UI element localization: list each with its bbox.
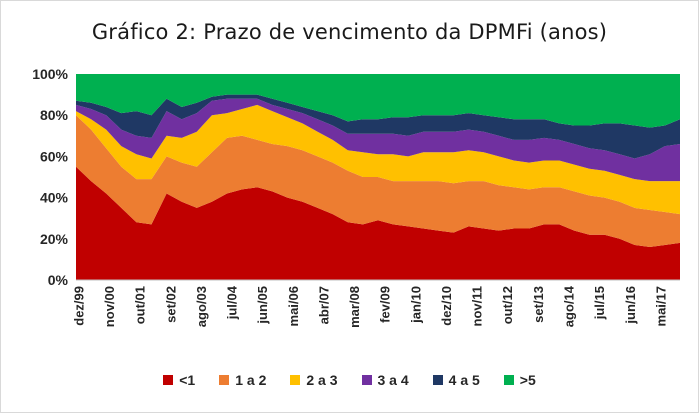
legend-label: 4 a 5 <box>448 372 480 388</box>
legend-swatch <box>432 375 443 385</box>
legend-item-3: 3 a 4 <box>361 372 409 388</box>
legend-swatch <box>361 375 372 385</box>
area-series-0 <box>76 166 680 280</box>
chart-title: Gráfico 2: Prazo de vencimento da DPMFi … <box>91 20 608 44</box>
x-tick-label: jan/10 <box>408 286 423 324</box>
area-series-4 <box>76 94 680 159</box>
legend-item-1: 1 a 2 <box>219 372 266 388</box>
x-tick-label: out/12 <box>500 286 515 324</box>
legend-label: 3 a 4 <box>377 372 409 388</box>
x-tick-label: set/13 <box>531 286 546 323</box>
series-areas <box>76 74 680 280</box>
x-tick-label: set/02 <box>163 286 178 323</box>
x-tick-label: fev/09 <box>378 286 393 323</box>
legend-label: 1 a 2 <box>235 372 267 388</box>
area-series-1 <box>76 115 680 247</box>
x-tick-label: nov/00 <box>102 286 117 327</box>
x-tick-label: jun/16 <box>623 286 638 325</box>
legend-label: <1 <box>179 372 196 388</box>
x-tick-label: mai/06 <box>286 286 301 326</box>
x-tick-label: ago/14 <box>562 285 577 327</box>
legend-item-5: >5 <box>503 372 536 388</box>
x-axis: dez/99 nov/00 out/01 set/02 ago/03 jul/04 jun/… <box>71 279 680 328</box>
x-tick-label: jul/15 <box>592 286 607 320</box>
y-tick-label: 40% <box>40 190 69 206</box>
x-tick-label: abr/07 <box>317 286 332 324</box>
legend-swatch <box>163 375 174 385</box>
x-tick-label: mar/08 <box>347 286 362 328</box>
x-tick-label: ago/03 <box>194 286 209 327</box>
x-tick-label: mai/17 <box>653 286 668 326</box>
legend-item-4: 4 a 5 <box>432 372 480 388</box>
x-tick-label: dez/10 <box>439 286 454 326</box>
y-axis: 0% 20% 40% 60% 80% 100% <box>32 66 68 288</box>
legend-item-2: 2 a 3 <box>290 372 338 388</box>
y-tick-label: 20% <box>40 231 69 247</box>
legend-swatch <box>219 375 230 385</box>
area-series-2 <box>76 104 680 215</box>
legend-label: >5 <box>519 372 536 388</box>
x-tick-label: nov/11 <box>470 286 485 326</box>
x-tick-label: jun/05 <box>255 286 270 325</box>
legend-swatch <box>503 375 514 385</box>
x-tick-label: jul/04 <box>225 285 240 320</box>
y-tick-label: 100% <box>32 66 68 82</box>
area-series-3 <box>76 98 680 182</box>
y-tick-label: 0% <box>48 272 69 288</box>
legend-item-0: <1 <box>163 372 195 388</box>
y-tick-label: 80% <box>40 107 69 123</box>
x-tick-label: dez/99 <box>71 286 86 326</box>
area-series-5 <box>76 74 680 128</box>
legend: <1 1 a 2 2 a 3 3 a 4 4 a 5 >5 <box>0 372 699 388</box>
y-tick-label: 60% <box>40 148 69 164</box>
legend-swatch <box>290 375 301 385</box>
x-tick-label: out/01 <box>133 286 148 324</box>
legend-label: 2 a 3 <box>306 372 338 388</box>
